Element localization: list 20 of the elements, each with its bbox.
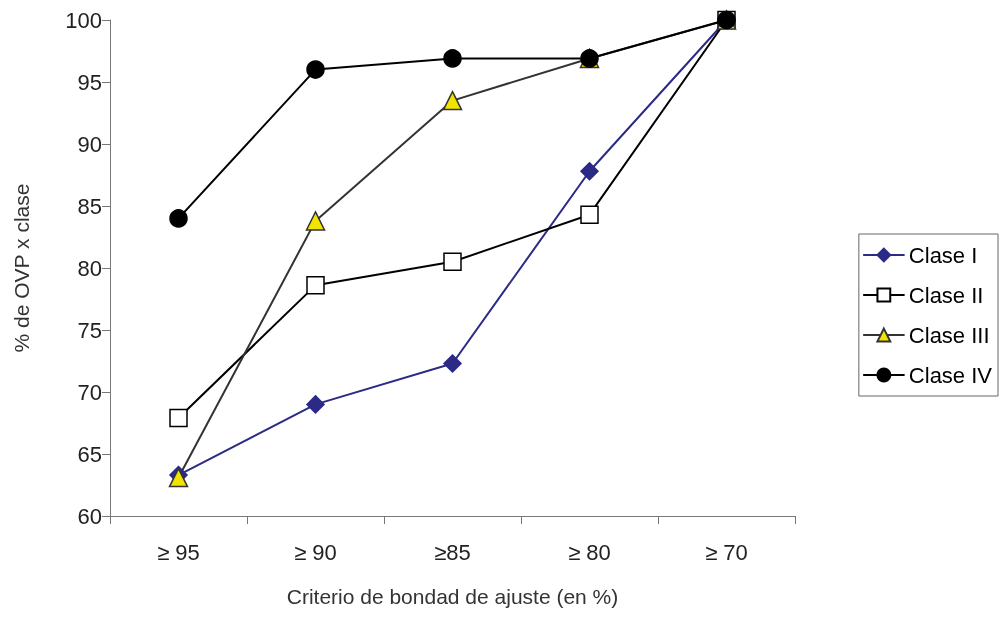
x-axis-title: Criterio de bondad de ajuste (en %) — [286, 585, 619, 608]
y-tick-label: 65 — [77, 441, 102, 467]
x-tick-label: ≥85 — [434, 539, 471, 565]
legend-label: Clase II — [908, 282, 984, 308]
y-tick-label: 95 — [77, 69, 102, 95]
y-tick-label: 75 — [77, 317, 102, 343]
legend-label: Clase I — [908, 242, 978, 268]
y-tick-label: 60 — [77, 503, 102, 529]
y-tick-label: 85 — [77, 193, 102, 219]
x-tick-label: ≥ 80 — [568, 539, 611, 565]
x-tick-label: ≥ 70 — [705, 539, 748, 565]
legend-label: Clase III — [908, 322, 990, 348]
y-axis-title: % de OVP x clase — [10, 183, 33, 353]
x-tick-label: ≥ 90 — [294, 539, 337, 565]
y-tick-label: 100 — [65, 7, 102, 33]
y-tick-label: 80 — [77, 255, 102, 281]
legend-label: Clase IV — [908, 362, 993, 388]
y-tick-label: 70 — [77, 379, 102, 405]
x-tick-label: ≥ 95 — [157, 539, 200, 565]
y-tick-label: 90 — [77, 131, 102, 157]
